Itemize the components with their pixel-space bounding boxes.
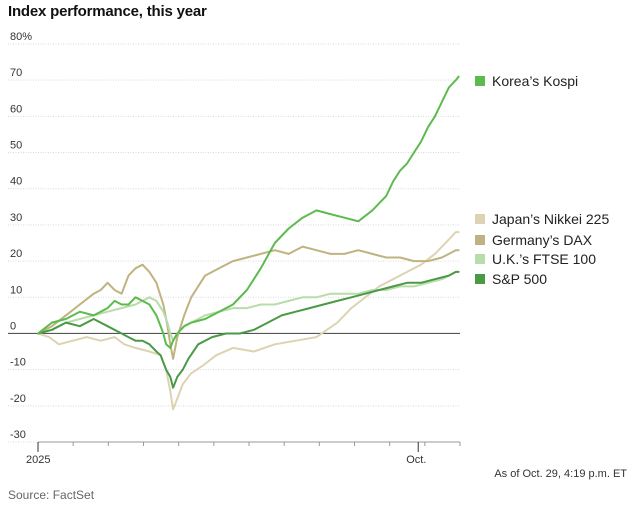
x-tick-label: Oct. [406, 454, 426, 466]
legend: Korea’s Kospi Japan’s Nikkei 225 Germany’s… [475, 73, 609, 287]
legend-label: S&P 500 [492, 271, 547, 287]
y-tick-label: 60 [10, 103, 22, 115]
legend-swatch [475, 254, 485, 264]
y-tick-label: 10 [10, 284, 22, 296]
chart-title: Index performance, this year [8, 3, 207, 20]
y-tick-label: 20 [10, 248, 22, 260]
y-tick-label: -30 [10, 429, 26, 441]
y-tick-label: 40 [10, 176, 22, 188]
series-line [37, 75, 460, 349]
legend-swatch [475, 235, 485, 245]
y-tick-label: 80% [10, 31, 32, 43]
y-tick-label: 30 [10, 212, 22, 224]
y-tick-label: 70 [10, 67, 22, 79]
y-tick-label: 0 [10, 320, 16, 332]
gridlines [8, 43, 460, 443]
legend-swatch [475, 214, 485, 224]
y-tick-label: -20 [10, 393, 26, 405]
legend-swatch [475, 76, 485, 86]
y-axis-ticks: 80% 70 60 50 40 30 20 10 0 -10 -20 -30 [10, 31, 32, 441]
legend-label: Japan’s Nikkei 225 [492, 211, 609, 227]
legend-swatch [475, 274, 485, 284]
x-tick-label: 2025 [26, 454, 50, 466]
series-lines [37, 75, 460, 411]
y-tick-label: -10 [10, 357, 26, 369]
series-line [37, 270, 460, 342]
series-line [37, 231, 460, 411]
series-line [37, 270, 460, 389]
timestamp-note: As of Oct. 29, 4:19 p.m. ET [494, 468, 627, 480]
legend-label: Germany’s DAX [492, 232, 593, 248]
series-line [37, 245, 460, 360]
source-note: Source: FactSet [8, 488, 95, 502]
y-tick-label: 50 [10, 140, 22, 152]
x-axis: 2025 Oct. [26, 441, 461, 466]
legend-label: U.K.’s FTSE 100 [492, 251, 596, 267]
legend-label: Korea’s Kospi [492, 73, 578, 89]
